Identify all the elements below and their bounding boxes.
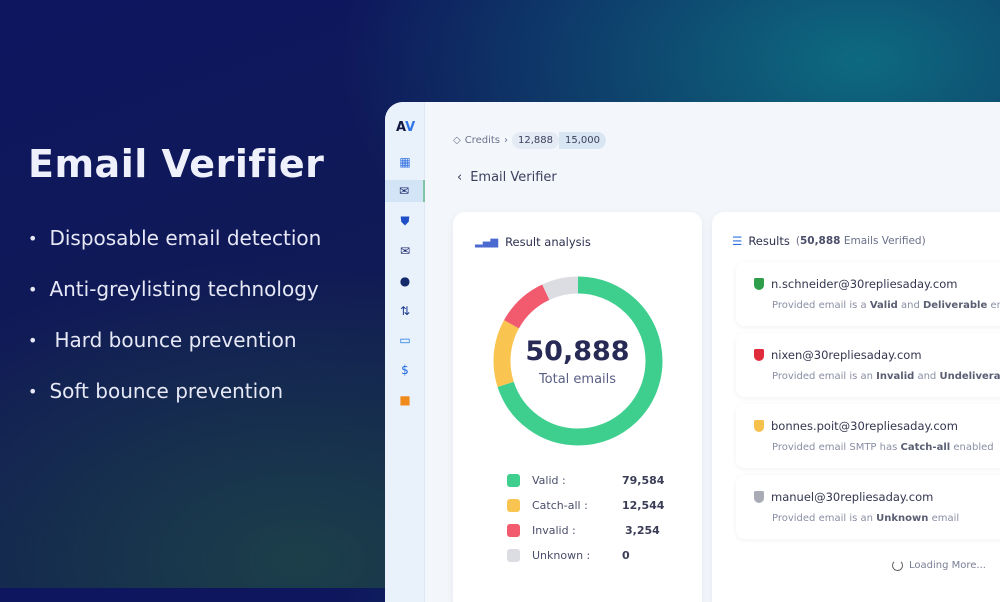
legend-value: 79,584 xyxy=(622,474,665,487)
email-search-icon: ✉ xyxy=(399,244,411,258)
diamond-icon: ◇ xyxy=(453,135,461,146)
dashboard-icon: ▦ xyxy=(399,155,411,169)
feature-text: Anti-greylisting technology xyxy=(49,277,319,301)
result-analysis-card: ▂▄▆ Result analysis 50,888 Total emails V… xyxy=(453,212,702,602)
email-address: bonnes.poit@30repliesaday.com xyxy=(771,419,958,433)
chevron-right-icon: › xyxy=(504,135,508,146)
hero-title: Email Verifier xyxy=(28,142,325,186)
result-description: Provided email is an Invalid and Undeliv… xyxy=(772,371,1000,382)
result-item[interactable]: manuel@30repliesaday.com Provided email … xyxy=(736,475,1000,539)
legend-item-catch-all: Catch-all : 12,544 xyxy=(507,493,664,518)
credits-used: 12,888 xyxy=(512,132,559,149)
legend-item-valid: Valid : 79,584 xyxy=(507,468,664,493)
legend-label: Invalid : xyxy=(532,524,576,537)
result-item[interactable]: nixen@30repliesaday.com Provided email i… xyxy=(736,333,1000,397)
feature-item: • Hard bounce prevention xyxy=(28,328,321,379)
card-title: Result analysis xyxy=(505,235,591,249)
list-check-icon: ☰ xyxy=(732,234,743,248)
app-window: AV ▦ ✉ ⛊ ✉ ● ⇅ ▭ $ ■ ◇ Credits › 12,888 … xyxy=(385,102,1000,602)
legend-label: Catch-all : xyxy=(532,499,588,512)
legend-item-invalid: Invalid : 3,254 xyxy=(507,518,664,543)
sidebar-item-billing[interactable]: ▭ xyxy=(385,329,425,351)
sidebar-item-email-verifier[interactable]: ✉ xyxy=(385,180,425,202)
bar-chart-icon: ▂▄▆ xyxy=(475,236,499,248)
donut-chart xyxy=(493,276,663,446)
result-item[interactable]: bonnes.poit@30repliesaday.com Provided e… xyxy=(736,404,1000,468)
result-description: Provided email is an Unknown email xyxy=(772,513,960,524)
sidebar: AV ▦ ✉ ⛊ ✉ ● ⇅ ▭ $ ■ xyxy=(385,102,425,602)
page-title: Email Verifier xyxy=(470,170,557,185)
feature-text: Soft bounce prevention xyxy=(49,379,284,403)
legend-value: 12,544 xyxy=(622,499,665,512)
catch-all-shield-icon xyxy=(754,420,764,432)
sidebar-item-rewards[interactable]: ■ xyxy=(385,389,425,411)
pie-icon: ● xyxy=(399,274,411,288)
result-description: Provided email is a Valid and Deliverabl… xyxy=(772,300,1000,311)
transfer-icon: ⇅ xyxy=(399,304,411,318)
sidebar-item-reports[interactable]: ● xyxy=(385,270,425,292)
gift-icon: ■ xyxy=(399,393,411,407)
billing-icon: ▭ xyxy=(399,333,411,347)
result-item[interactable]: n.schneider@30repliesaday.com Provided e… xyxy=(736,262,1000,326)
sidebar-item-email-search[interactable]: ✉ xyxy=(385,240,425,262)
legend: Valid : 79,584 Catch-all : 12,544 Invalid … xyxy=(507,468,664,568)
sidebar-item-dashboard[interactable]: ▦ xyxy=(385,151,425,173)
card-title: Results xyxy=(748,234,790,248)
credits-total: 15,000 xyxy=(559,132,606,149)
valid-shield-icon xyxy=(754,278,764,290)
legend-value: 0 xyxy=(622,549,630,562)
sidebar-item-security[interactable]: ⛊ xyxy=(385,210,425,232)
results-card: ☰ Results (50,888 Emails Verified) n.schn… xyxy=(712,212,1000,602)
legend-swatch xyxy=(507,549,520,562)
legend-swatch xyxy=(507,524,520,537)
feature-text: Hard bounce prevention xyxy=(54,328,297,352)
logo[interactable]: AV xyxy=(396,120,415,135)
loading-text: Loading More... xyxy=(909,560,986,571)
email-address: nixen@30repliesaday.com xyxy=(771,348,922,362)
legend-item-unknown: Unknown : 0 xyxy=(507,543,664,568)
feature-list: • Disposable email detection • Anti-greyli… xyxy=(28,226,321,430)
donut-segment-unknown xyxy=(493,276,663,446)
credits-breadcrumb[interactable]: ◇ Credits › 12,888 15,000 xyxy=(453,132,606,149)
feature-text: Disposable email detection xyxy=(49,226,322,250)
invalid-shield-icon xyxy=(754,349,764,361)
donut-segment-catch-all xyxy=(493,276,663,446)
result-description: Provided email SMTP has Catch-all enable… xyxy=(772,442,994,453)
email-address: n.schneider@30repliesaday.com xyxy=(771,277,958,291)
total-emails-value: 50,888 xyxy=(525,336,630,367)
email-verify-icon: ✉ xyxy=(398,184,410,198)
legend-label: Unknown : xyxy=(532,549,591,562)
unknown-shield-icon xyxy=(754,491,764,503)
results-count: (50,888 Emails Verified) xyxy=(795,235,926,247)
dollar-icon: $ xyxy=(401,363,409,377)
total-emails-label: Total emails xyxy=(538,372,617,387)
credits-label: Credits xyxy=(464,135,500,146)
chevron-left-icon: ‹ xyxy=(457,170,463,185)
legend-value: 3,254 xyxy=(625,524,660,537)
feature-item: • Anti-greylisting technology xyxy=(28,277,321,328)
loading-more: Loading More... xyxy=(892,560,986,571)
legend-swatch xyxy=(507,474,520,487)
spinner-icon xyxy=(892,560,903,571)
email-address: manuel@30repliesaday.com xyxy=(771,490,934,504)
back-button[interactable]: ‹ Email Verifier xyxy=(457,170,557,185)
legend-label: Valid : xyxy=(532,474,566,487)
feature-item: • Soft bounce prevention xyxy=(28,379,321,430)
shield-check-icon: ⛊ xyxy=(400,213,410,228)
sidebar-item-pricing[interactable]: $ xyxy=(385,359,425,381)
feature-item: • Disposable email detection xyxy=(28,226,321,277)
sidebar-item-transfer[interactable]: ⇅ xyxy=(385,300,425,322)
legend-swatch xyxy=(507,499,520,512)
